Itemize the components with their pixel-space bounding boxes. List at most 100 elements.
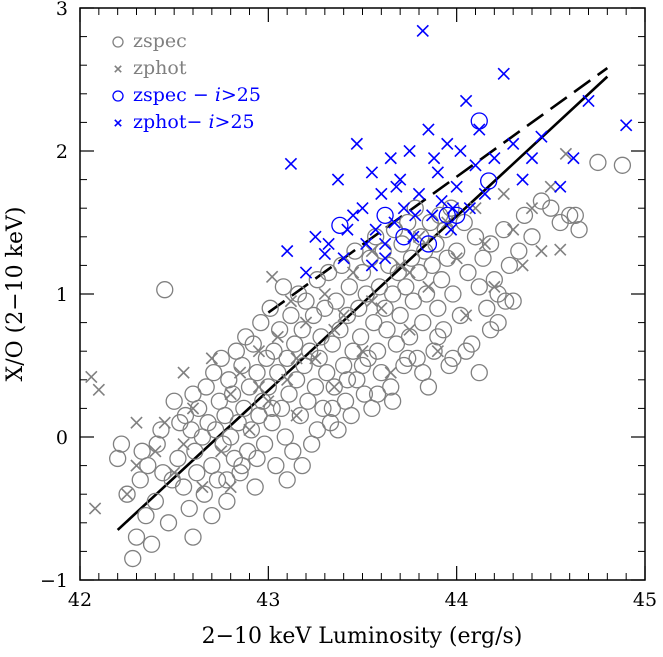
data-point: [177, 366, 190, 379]
x-tick-label: 45: [633, 589, 657, 611]
cross-stroke: [469, 202, 482, 215]
data-point: [414, 363, 432, 382]
data-point: [403, 144, 416, 158]
legend-label-italic: i: [215, 84, 221, 106]
cross-stroke: [446, 202, 460, 215]
data-point: [322, 237, 335, 251]
data-point: [378, 237, 392, 251]
data-point: [470, 363, 488, 382]
data-point: [419, 235, 438, 253]
x-tick-label: 44: [445, 589, 469, 611]
cross-stroke: [337, 309, 350, 322]
cross-stroke: [394, 173, 407, 186]
data-point: [566, 206, 584, 225]
data-point: [278, 471, 296, 489]
data-point: [120, 488, 134, 501]
data-point: [293, 456, 311, 475]
data-point: [444, 285, 462, 303]
cross-stroke: [177, 366, 190, 379]
data-point: [470, 278, 488, 296]
cross-stroke: [168, 466, 181, 479]
data-point: [328, 323, 341, 336]
cross-stroke: [416, 24, 429, 38]
data-point: [344, 342, 362, 360]
data-point: [444, 223, 458, 236]
series-zspec: [109, 153, 632, 568]
data-point: [372, 363, 390, 382]
cross-stroke: [559, 147, 573, 161]
data-point: [342, 406, 360, 425]
data-point: [507, 137, 520, 151]
data-point: [215, 445, 228, 458]
data-point: [216, 406, 234, 425]
data-point: [325, 378, 343, 396]
x-axis-label: 2−10 keV Luminosity (erg/s): [202, 624, 523, 649]
data-point: [233, 456, 251, 475]
data-point: [205, 352, 218, 365]
data-point: [278, 349, 296, 368]
data-point: [310, 349, 328, 368]
cross-stroke: [497, 67, 510, 80]
data-point: [137, 507, 155, 525]
data-point: [92, 383, 105, 396]
cross-stroke: [243, 423, 256, 437]
data-point: [390, 180, 403, 193]
cross-stroke: [516, 173, 529, 186]
data-point: [139, 456, 157, 475]
data-point: [196, 480, 209, 494]
data-point: [146, 492, 164, 511]
data-point: [340, 278, 358, 296]
data-point: [582, 94, 595, 108]
data-point: [441, 216, 454, 229]
data-point: [478, 299, 496, 317]
data-point: [203, 456, 221, 475]
data-point: [559, 147, 573, 161]
data-point: [448, 206, 466, 225]
data-point: [387, 335, 406, 353]
data-point: [337, 309, 350, 322]
data-point: [212, 349, 230, 368]
data-point: [197, 378, 215, 396]
data-point: [220, 371, 238, 389]
data-point: [355, 385, 374, 403]
data-point: [378, 252, 392, 265]
cross-stroke: [454, 144, 467, 158]
data-point: [488, 151, 501, 165]
cross-stroke: [478, 187, 492, 201]
data-point: [224, 480, 237, 494]
data-point: [367, 228, 385, 246]
data-point: [263, 414, 281, 432]
cross-stroke: [554, 180, 567, 193]
cross-stroke: [120, 488, 134, 501]
legend-label-italic: i: [208, 111, 214, 133]
y-tick-label: 3: [56, 0, 68, 20]
cross-stroke: [488, 151, 501, 165]
data-point: [356, 202, 369, 215]
cross-stroke: [318, 287, 331, 301]
data-point: [423, 256, 441, 275]
cross-stroke: [281, 244, 294, 258]
data-point: [281, 244, 294, 258]
legend-marker: [112, 90, 124, 102]
x-tick-label: 42: [68, 589, 92, 611]
data-point: [248, 363, 266, 382]
data-point: [284, 442, 302, 460]
data-point: [182, 421, 200, 439]
data-point: [356, 345, 369, 358]
cross-stroke: [130, 459, 143, 472]
dashed-fit-line: [267, 67, 609, 314]
data-point: [348, 371, 366, 389]
cross-stroke: [384, 151, 397, 165]
cross-stroke: [544, 180, 557, 193]
data-point: [180, 499, 198, 518]
cross-stroke: [459, 309, 473, 322]
series-zphot-i-25: [281, 24, 633, 279]
cross-stroke: [224, 480, 237, 494]
data-point: [309, 352, 322, 365]
data-point: [431, 166, 444, 179]
cross-stroke: [384, 366, 397, 379]
data-point: [265, 342, 283, 360]
data-point: [338, 371, 357, 389]
cross-stroke: [281, 373, 294, 386]
